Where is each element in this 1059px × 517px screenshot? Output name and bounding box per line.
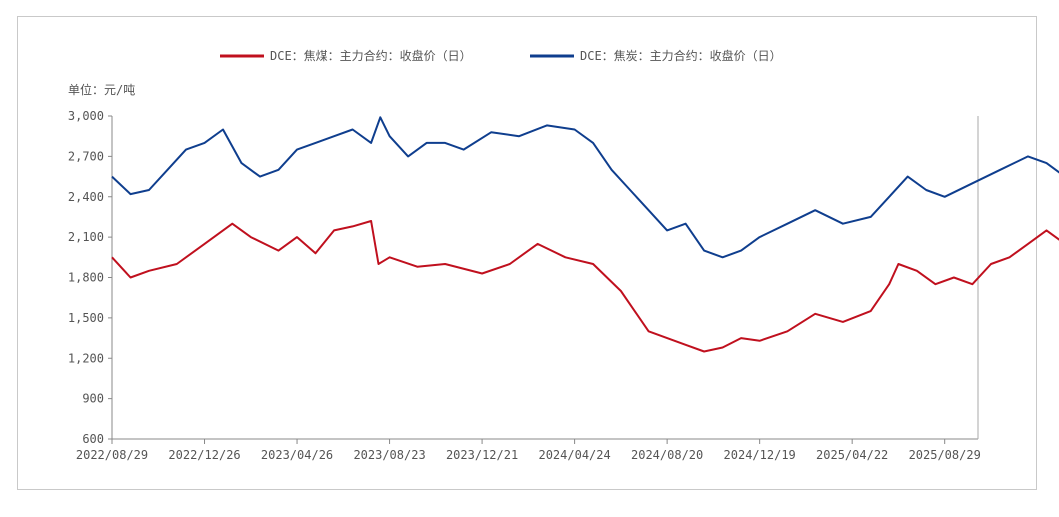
x-tick-label: 2022/12/26: [168, 448, 240, 462]
chart-frame: [17, 16, 1037, 490]
series-line-coke: [111, 116, 1059, 259]
legend-label-coking-coal: DCE：焦煤：主力合约：收盘价（日）: [270, 48, 472, 63]
y-tick-label: 1,800: [68, 271, 104, 285]
y-tick-label: 2,100: [68, 230, 104, 244]
x-tick-label: 2023/12/21: [446, 448, 518, 462]
legend-label-coke: DCE：焦炭：主力合约：收盘价（日）: [580, 48, 782, 63]
y-tick-label: 600: [82, 432, 104, 446]
x-tick-label: 2024/08/20: [631, 448, 703, 462]
unit-label: 单位：元/吨: [68, 82, 135, 97]
x-tick-label: 2023/04/26: [261, 448, 333, 462]
x-tick-label: 2025/04/22: [816, 448, 888, 462]
x-tick-label: 2023/08/23: [353, 448, 425, 462]
legend: DCE：焦煤：主力合约：收盘价（日） DCE：焦炭：主力合约：收盘价（日）: [220, 48, 782, 63]
y-tick-label: 3,000: [68, 109, 104, 123]
series-lines: [111, 116, 1059, 353]
y-tick-label: 2,700: [68, 149, 104, 163]
x-tick-label: 2022/08/29: [76, 448, 148, 462]
axes: 3,000 2,700 2,400 2,100 1,800 1,500 1,200 900 60…: [68, 109, 981, 462]
x-tick-label: 2024/12/19: [724, 448, 796, 462]
y-tick-label: 1,500: [68, 311, 104, 325]
y-tick-label: 2,400: [68, 190, 104, 204]
x-tick-label: 2024/04/24: [538, 448, 610, 462]
y-tick-label: 1,200: [68, 351, 104, 365]
series-line-coking-coal: [111, 220, 1059, 353]
x-tick-label: 2025/08/29: [909, 448, 981, 462]
y-tick-label: 900: [82, 392, 104, 406]
